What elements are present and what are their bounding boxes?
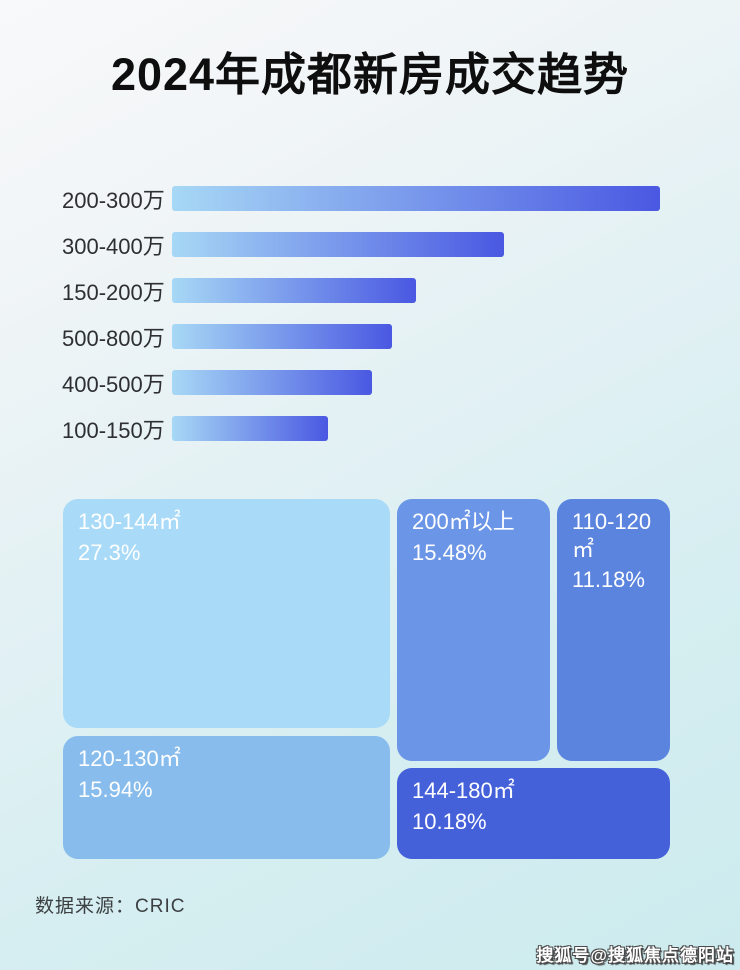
bar-row: 150-200万 (62, 278, 710, 305)
treemap-block-value: 11.18% (572, 567, 645, 592)
bar-200-300 (172, 186, 660, 211)
bar-row: 400-500万 (62, 370, 710, 397)
area-treemap: 130-144㎡ 27.3% 200㎡以上 15.48% 110-120㎡ 11… (63, 497, 670, 863)
bar-category-label: 300-400万 (62, 233, 165, 259)
treemap-block-144-180: 144-180㎡ 10.18% (397, 768, 670, 859)
treemap-block-200-plus: 200㎡以上 15.48% (397, 499, 550, 761)
treemap-block-value: 10.18% (412, 808, 487, 834)
treemap-block-130-144: 130-144㎡ 27.3% (63, 499, 390, 728)
bar-300-400 (172, 232, 504, 257)
treemap-block-value: 27.3% (78, 539, 141, 565)
treemap-block-label: 130-144㎡ (78, 509, 181, 534)
treemap-block-120-130: 120-130㎡ 15.94% (63, 736, 390, 859)
bar-row: 100-150万 (62, 416, 710, 443)
bar-150-200 (172, 278, 416, 303)
bar-row: 200-300万 (62, 186, 710, 213)
price-bar-chart: 200-300万 300-400万 150-200万 500-800万 400-… (62, 186, 710, 443)
treemap-block-label: 110-120㎡ (572, 509, 652, 562)
bar-category-label: 500-800万 (62, 325, 165, 351)
page-title: 2024年成都新房成交趋势 (110, 49, 630, 100)
treemap-block-label: 144-180㎡ (412, 778, 515, 803)
bar-row: 300-400万 (62, 232, 710, 259)
treemap-block-110-120: 110-120㎡ 11.18% (557, 499, 670, 761)
treemap-block-label: 200㎡以上 (412, 509, 515, 534)
bar-400-500 (172, 370, 372, 395)
bar-category-label: 150-200万 (62, 279, 165, 305)
bar-category-label: 100-150万 (62, 417, 165, 443)
data-source-label: 数据来源：CRIC (35, 896, 186, 917)
bar-category-label: 200-300万 (62, 187, 165, 213)
treemap-block-value: 15.48% (412, 539, 487, 565)
bar-row: 500-800万 (62, 324, 710, 351)
treemap-block-value: 15.94% (78, 776, 153, 802)
bar-500-800 (172, 324, 392, 349)
treemap-block-label: 120-130㎡ (78, 746, 181, 771)
bar-100-150 (172, 416, 328, 441)
bar-category-label: 400-500万 (62, 371, 165, 397)
watermark-text: 搜狐号@搜狐焦点德阳站 (536, 946, 734, 965)
